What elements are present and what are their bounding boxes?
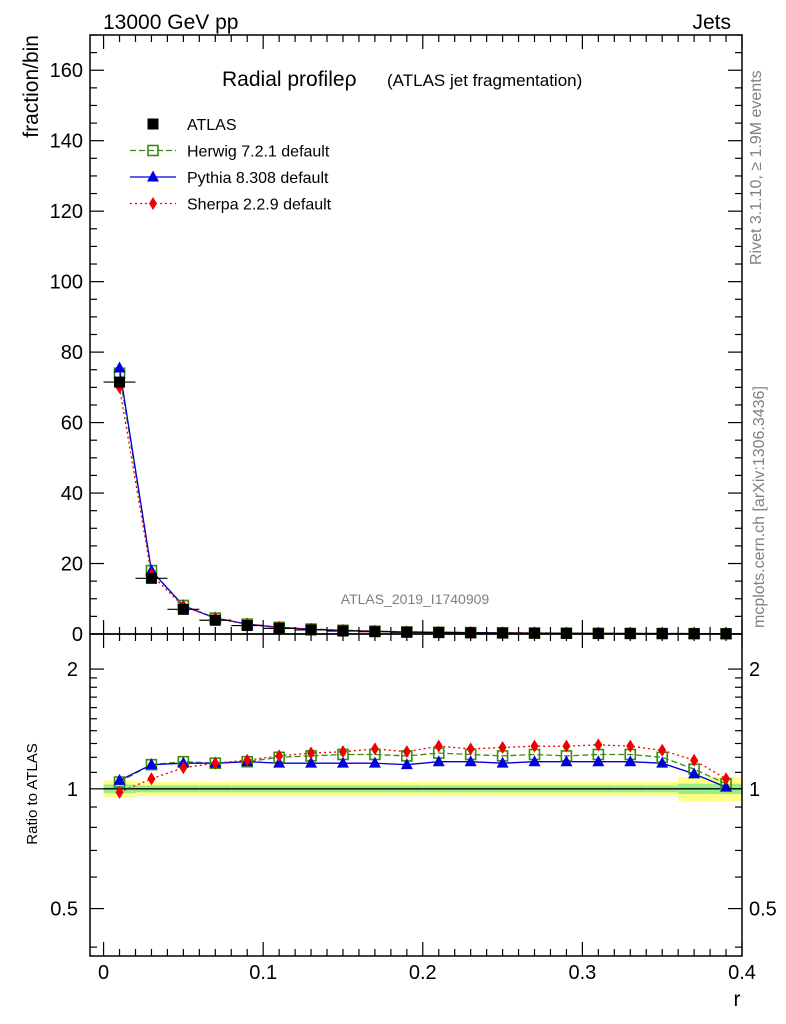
category-label: Jets xyxy=(692,11,731,34)
xtick-label: 0.3 xyxy=(568,962,596,984)
ratio-point-sherpa xyxy=(115,785,124,799)
plot-title-main: Radial profileρ xyxy=(222,68,357,91)
mcplots-label: mcplots.cern.ch [arXiv:1306.3436] xyxy=(751,386,768,628)
ratio-point-sherpa xyxy=(658,743,667,757)
watermark: ATLAS_2019_I1740909 xyxy=(341,591,490,607)
legend-marker-herwig xyxy=(147,144,159,157)
ratio-point-sherpa xyxy=(275,749,284,763)
ratio-plot-panel: 0.5 0.5 1 1 2 2 0 0.1 0.2 0.3 0.4 Ratio to ATLAS r xyxy=(24,633,777,1011)
main-ytick-label: 60 xyxy=(61,413,83,435)
ratio-point-pythia xyxy=(336,756,349,768)
ratio-ytick-label-right: 0.5 xyxy=(749,899,777,921)
ratio-ytick-label: 2 xyxy=(67,659,78,681)
ratio-point-sherpa xyxy=(690,753,699,767)
ratio-point-pythia xyxy=(656,756,669,768)
legend-marker-atlas xyxy=(147,118,159,130)
main-ytick-label: 100 xyxy=(50,272,83,294)
ratio-point-sherpa xyxy=(466,742,475,756)
ratio-point-pythia xyxy=(432,755,445,767)
ratio-point-sherpa xyxy=(498,741,507,755)
ratio-point-pythia xyxy=(305,756,318,768)
legend-label-herwig: Herwig 7.2.1 default xyxy=(187,144,330,161)
main-ytick-label: 120 xyxy=(50,201,83,223)
legend-marker-sherpa xyxy=(149,197,157,210)
ratio-point-pythia xyxy=(688,767,701,779)
ratio-point-sherpa xyxy=(243,753,252,767)
point-pythia xyxy=(113,361,126,373)
plot-title-suffix: (ATLAS jet fragmentation) xyxy=(387,71,582,90)
ratio-point-sherpa xyxy=(179,761,188,775)
ratio-ytick-label-right: 1 xyxy=(749,779,760,801)
ratio-point-pythia xyxy=(464,755,477,767)
xaxis-label: r xyxy=(734,988,741,1011)
main-ytick-label: 160 xyxy=(50,60,83,82)
ratio-ytick-label: 0.5 xyxy=(50,899,78,921)
ratio-point-sherpa xyxy=(211,756,220,770)
ratio-point-pythia xyxy=(145,758,158,770)
ratio-point-pythia xyxy=(624,755,637,767)
ratio-ytick-label-right: 2 xyxy=(749,659,760,681)
legend-label-sherpa: Sherpa 2.2.9 default xyxy=(187,197,332,214)
rivet-label: Rivet 3.1.10, ≥ 1.9M events xyxy=(748,70,765,265)
ratio-point-sherpa xyxy=(722,772,731,786)
point-atlas xyxy=(114,376,126,388)
ratio-point-sherpa xyxy=(370,742,379,756)
ratio-point-sherpa xyxy=(402,745,411,759)
main-ytick-label: 140 xyxy=(50,131,83,153)
xtick-label: 0.1 xyxy=(249,962,277,984)
xtick-label: 0.4 xyxy=(728,962,756,984)
plot-title: Radial profileρ (ATLAS jet fragmentation… xyxy=(222,68,582,91)
ratio-point-sherpa xyxy=(626,739,635,753)
ratio-point-pythia xyxy=(592,755,605,767)
ratio-point-pythia xyxy=(528,755,541,767)
ratio-point-sherpa xyxy=(530,739,539,753)
ratio-point-sherpa xyxy=(307,746,316,760)
ratio-ytick-label: 1 xyxy=(67,779,78,801)
main-ytick-label: 80 xyxy=(61,342,83,364)
main-plot-panel: 0 20 40 60 80 100 120 140 160 fraction/bin Radia… xyxy=(20,34,743,646)
ratio-point-pythia xyxy=(560,755,573,767)
main-ytick-label: 20 xyxy=(61,554,83,576)
ratio-point-pythia xyxy=(496,756,509,768)
legend: ATLAS Herwig 7.2.1 default Pythia 8.308 de… xyxy=(130,117,332,214)
legend-marker-pythia xyxy=(147,170,159,182)
ratio-point-sherpa xyxy=(147,772,156,786)
point-atlas xyxy=(177,603,189,615)
ratio-line-herwig xyxy=(119,752,727,785)
main-ytick-label: 0 xyxy=(72,624,83,646)
ratio-point-sherpa xyxy=(434,739,443,753)
ratio-point-sherpa xyxy=(594,738,603,752)
xtick-label: 0 xyxy=(98,962,109,984)
point-atlas xyxy=(145,572,157,584)
ratio-point-pythia xyxy=(400,758,413,770)
ratio-point-pythia xyxy=(368,756,381,768)
main-ytick-label: 40 xyxy=(61,483,83,505)
ratio-point-sherpa xyxy=(562,739,571,753)
ratio-ylabel: Ratio to ATLAS xyxy=(24,743,41,844)
main-ylabel: fraction/bin xyxy=(20,35,43,138)
xtick-label: 0.2 xyxy=(409,962,437,984)
point-atlas xyxy=(241,620,253,632)
legend-label-atlas: ATLAS xyxy=(187,117,237,134)
ratio-point-pythia xyxy=(113,773,126,785)
legend-label-pythia: Pythia 8.308 default xyxy=(187,170,329,187)
energy-label: 13000 GeV pp xyxy=(103,11,238,34)
ratio-point-sherpa xyxy=(338,745,347,759)
point-atlas xyxy=(209,614,221,626)
